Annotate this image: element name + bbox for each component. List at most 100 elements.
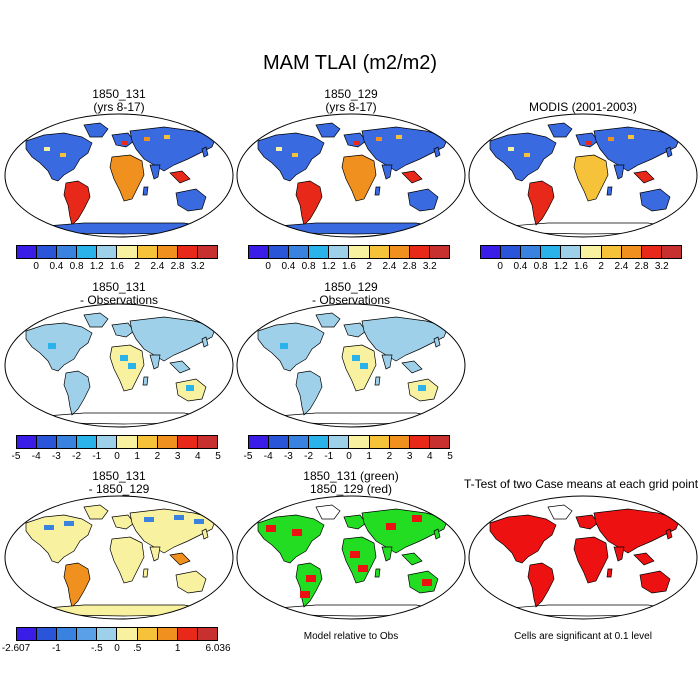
landmass-africa [109,536,145,584]
map-border [4,495,234,620]
colorbar-labels: -2.607 -1 -.5 0 .5 1 6.036 [2,643,231,657]
colorbar-tick-label: 1.2 [321,261,336,272]
map-border [468,495,698,620]
colorbar-tick-label: 1.2 [553,261,568,272]
map-border [4,113,234,238]
colorbar-tick-label: 2.8 [402,261,417,272]
colorbar-tick-label: 0 [346,451,352,462]
colorbar-cell [157,436,178,448]
landmass-europe [343,132,367,148]
colorbar-tick-label: -3 [283,451,293,462]
colorbar-tick-label: 0.8 [533,261,548,272]
landmass-madagascar [374,376,381,386]
map-border [236,113,466,238]
colorbar-tick-label: .5 [133,643,142,654]
colorbar-cell [97,246,118,258]
colorbar-tick-label: 0.4 [513,261,528,272]
field-patch [376,137,382,141]
red-patch [306,575,316,582]
landmass-greenland [547,122,573,138]
colorbar-tick-label: 1 [174,643,181,654]
colorbar-cells [248,435,450,449]
colorbar-tick-label: -4 [263,451,273,462]
colorbar-cell [197,246,217,258]
field-patch [60,153,66,157]
landmass-seasia [169,170,191,184]
landmass-japan [665,146,673,158]
colorbar-cell [77,436,98,448]
landmass-india [613,164,625,180]
landmass-india [381,164,393,180]
colorbar-tick-label: 2.8 [170,261,185,272]
landmass-japan [433,336,441,348]
field-patch [292,153,298,157]
field-patch [308,193,314,197]
red-patch [358,565,368,572]
colorbar-tick-label: 2 [366,261,372,272]
colorbar-cell [157,246,178,258]
landmass-greenland [315,504,341,520]
colorbar-cell [37,436,58,448]
colorbar-cell [57,628,78,640]
landmass-madagascar [142,186,149,196]
colorbar-tick-label: 3 [174,451,181,462]
landmass-india [381,354,393,370]
panel-7-line1: 1850_131 (green) [303,469,399,483]
diff-patch [120,355,128,361]
landmass-greenland [83,504,109,520]
red-patch [292,529,302,536]
colorbar-tick-label: 0.4 [281,261,296,272]
colorbar-cell [269,246,290,258]
colorbar-cell [289,246,310,258]
colorbar-cell [661,246,681,258]
colorbar-cell [17,628,38,640]
colorbar-tick-label: -2 [72,451,82,462]
panel-title-1: 1850_131 (yrs 8-17) [4,88,234,114]
colorbar-tick-label: 2 [598,261,604,272]
colorbar-tick-label: 3.2 [654,261,669,272]
landmass-samerica [63,370,91,416]
colorbar-cell [429,246,449,258]
colorbar-labels: -5 -4 -3 -2 -1 0 1 2 3 4 5 [12,451,221,465]
colorbar-tick-label: 1 [366,451,372,462]
landmass-australia [639,570,671,594]
panel-title-8: T-Test of two Case means at each grid po… [463,477,699,491]
colorbar-cell [57,436,78,448]
colorbar-cell [389,246,410,258]
colorbar-tick-label: 0.4 [49,261,64,272]
landmass-greenland [547,504,573,520]
colorbar-2: 0 0.4 0.8 1.2 1.6 2 2.4 2.8 3.2 [248,245,450,277]
map-panel-2 [236,113,466,238]
landmass-africa [341,344,377,392]
colorbar-tick-label: 2 [386,451,393,462]
landmass-namerica [257,322,325,372]
note-significance: Cells are significant at 0.1 level [514,631,652,642]
colorbar-cells [16,435,218,449]
red-patch [412,515,422,522]
colorbar-cells [480,245,682,259]
map-border [468,113,698,238]
panel-2-line2: (yrs 8-17) [325,100,377,114]
colorbar-cell [137,436,158,448]
map-border [236,495,466,620]
panel-title-7: 1850_131 (green) 1850_129 (red) [236,470,466,496]
colorbar-tick-label: 2 [134,261,140,272]
world-map [4,303,234,428]
diff-patch [352,355,360,361]
field-patch [122,141,128,145]
landmass-samerica [63,180,91,226]
map-border [236,303,466,428]
landmass-europe [111,322,135,338]
colorbar-tick-label: -1 [51,643,61,654]
panel-1-line1: 1850_131 [92,87,146,101]
colorbar-tick-label: -2.607 [1,643,31,654]
landmass-greenland [315,122,341,138]
colorbar-cell [197,628,217,640]
landmass-samerica [63,562,91,608]
colorbar-tick-label: -5 [243,451,253,462]
colorbar-cell [621,246,642,258]
field-patch [586,141,592,145]
field-patch [508,147,514,151]
landmass-seasia [401,170,423,184]
colorbar-cell [197,436,217,448]
